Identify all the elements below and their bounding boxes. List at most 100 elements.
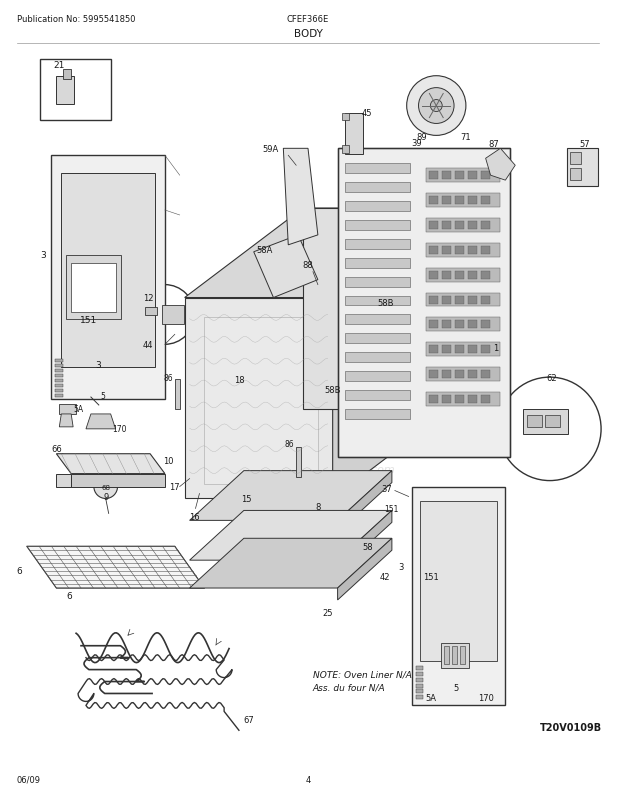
Circle shape	[407, 77, 466, 136]
Text: ShoptheReplacementParts.com: ShoptheReplacementParts.com	[220, 464, 396, 474]
Bar	[427, 318, 500, 332]
Bar	[468, 346, 477, 354]
Bar	[338, 149, 510, 457]
Text: 58A: 58A	[257, 246, 273, 255]
Bar	[480, 395, 490, 403]
Bar	[468, 395, 477, 403]
Bar	[345, 353, 410, 363]
Bar	[480, 221, 490, 229]
Bar	[455, 196, 464, 205]
Bar	[430, 196, 438, 205]
Bar	[570, 169, 582, 181]
Bar	[345, 334, 410, 344]
Bar	[345, 113, 363, 155]
Bar	[468, 221, 477, 229]
Text: NOTE: Oven Liner N/A: NOTE: Oven Liner N/A	[313, 670, 412, 678]
Bar	[345, 240, 410, 249]
Bar	[468, 321, 477, 329]
Polygon shape	[338, 511, 392, 573]
Text: 151: 151	[423, 572, 439, 581]
Bar	[480, 271, 490, 279]
Bar	[480, 371, 490, 379]
Text: 5: 5	[453, 683, 459, 692]
Text: 58B: 58B	[324, 385, 341, 394]
Bar	[430, 371, 438, 379]
Text: 68: 68	[101, 484, 110, 490]
Text: BODY: BODY	[293, 29, 322, 38]
Bar	[427, 169, 500, 183]
Circle shape	[435, 634, 478, 678]
Bar	[205, 318, 318, 484]
Bar	[63, 70, 71, 79]
Bar	[567, 149, 598, 187]
Bar	[455, 271, 464, 279]
Text: 58: 58	[362, 542, 373, 551]
Text: 45: 45	[362, 109, 373, 118]
Text: 170: 170	[113, 425, 127, 434]
Text: 86: 86	[285, 439, 294, 448]
Bar	[455, 395, 464, 403]
Bar	[480, 346, 490, 354]
Bar	[342, 113, 350, 121]
Text: 42: 42	[379, 572, 390, 581]
Bar	[56, 77, 74, 104]
Text: 18: 18	[234, 375, 244, 384]
Bar	[345, 296, 410, 306]
Bar	[468, 296, 477, 304]
Polygon shape	[86, 415, 115, 429]
Text: 62: 62	[546, 373, 557, 382]
Polygon shape	[190, 539, 392, 589]
Polygon shape	[190, 471, 392, 520]
Circle shape	[94, 475, 118, 499]
Bar	[480, 196, 490, 205]
Bar	[345, 258, 410, 269]
Polygon shape	[338, 539, 392, 600]
Bar	[415, 683, 423, 687]
Circle shape	[135, 286, 195, 345]
Polygon shape	[338, 471, 392, 533]
Bar	[468, 196, 477, 205]
Bar	[452, 646, 457, 664]
Bar	[455, 346, 464, 354]
Text: 5: 5	[101, 391, 105, 400]
Bar	[427, 244, 500, 257]
Bar	[55, 370, 63, 373]
Bar	[455, 321, 464, 329]
Text: 86: 86	[163, 373, 173, 382]
Bar	[55, 379, 63, 383]
Bar	[455, 221, 464, 229]
Text: 39: 39	[411, 139, 422, 148]
Text: 87: 87	[488, 140, 499, 148]
Text: 6: 6	[66, 592, 72, 601]
Bar	[345, 391, 410, 400]
Text: CFEF366E: CFEF366E	[287, 15, 329, 24]
Bar	[442, 221, 451, 229]
Bar	[460, 646, 465, 664]
Bar	[427, 294, 500, 307]
Text: 3: 3	[41, 251, 46, 260]
Polygon shape	[190, 511, 392, 561]
Bar	[71, 263, 115, 313]
Bar	[66, 256, 120, 320]
Text: 89: 89	[416, 132, 427, 142]
Bar	[61, 174, 155, 367]
Bar	[415, 695, 423, 699]
Bar	[430, 346, 438, 354]
Text: Ass. du four N/A: Ass. du four N/A	[313, 683, 386, 691]
Bar	[51, 156, 165, 399]
Text: 67: 67	[244, 715, 254, 724]
Bar	[430, 221, 438, 229]
Bar	[345, 202, 410, 212]
Bar	[345, 277, 410, 287]
Bar	[480, 172, 490, 180]
Text: 58B: 58B	[377, 298, 394, 308]
Bar	[480, 246, 490, 254]
Bar	[427, 194, 500, 208]
Bar	[345, 371, 410, 382]
Text: 10: 10	[162, 456, 173, 466]
Bar	[296, 448, 301, 477]
Bar	[427, 343, 500, 357]
Text: 5A: 5A	[73, 405, 83, 414]
Text: 16: 16	[189, 512, 200, 521]
Bar	[570, 153, 582, 165]
